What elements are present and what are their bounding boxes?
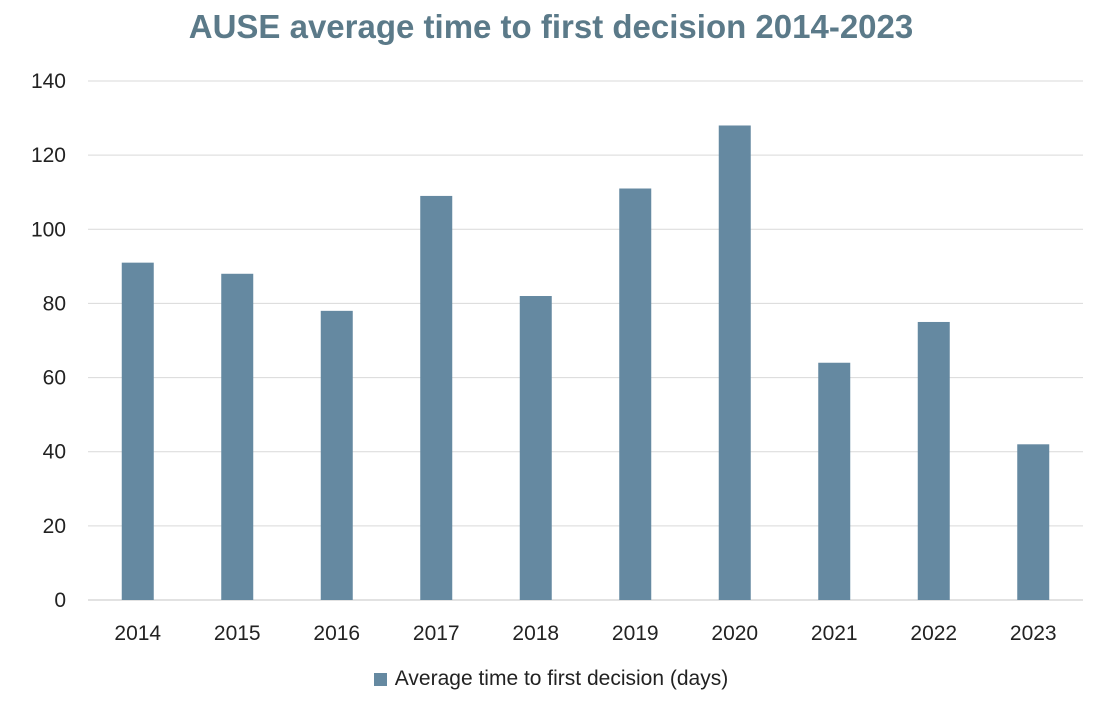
- legend: Average time to first decision (days): [0, 667, 1102, 691]
- x-tick-label: 2016: [313, 622, 360, 645]
- x-tick-label: 2023: [1010, 622, 1057, 645]
- bar-2017: [420, 195, 453, 600]
- y-tick-label: 0: [54, 589, 66, 612]
- x-tick-label: 2017: [413, 622, 460, 645]
- bar-2015: [221, 273, 254, 600]
- y-tick-label: 80: [43, 292, 66, 315]
- x-tick-label: 2019: [612, 622, 659, 645]
- y-tick-label: 140: [31, 70, 66, 93]
- bar-2021: [818, 362, 851, 600]
- bar-2022: [917, 321, 950, 600]
- gridlines: [88, 80, 1083, 601]
- y-tick-label: 40: [43, 441, 66, 464]
- bar-2023: [1017, 444, 1050, 600]
- bars: [121, 125, 1050, 600]
- x-tick-label: 2015: [214, 622, 261, 645]
- y-axis-ticks: 0 20 40 60 80 100 120 140: [31, 70, 66, 612]
- bar-2014: [121, 262, 154, 600]
- x-axis-ticks: 2014 2015 2016 2017 2018 2019 2020 2021 2022 2023: [114, 622, 1056, 645]
- bar-2019: [619, 188, 652, 600]
- x-tick-label: 2020: [711, 622, 758, 645]
- x-tick-label: 2018: [512, 622, 559, 645]
- y-tick-label: 20: [43, 515, 66, 538]
- y-tick-label: 100: [31, 218, 66, 241]
- x-tick-label: 2021: [811, 622, 858, 645]
- x-tick-label: 2014: [114, 622, 161, 645]
- bar-2018: [519, 296, 552, 600]
- bar-2020: [718, 125, 751, 600]
- x-tick-label: 2022: [910, 622, 957, 645]
- y-tick-label: 60: [43, 367, 66, 390]
- legend-label: Average time to first decision (days): [394, 667, 729, 690]
- bar-2016: [320, 310, 353, 600]
- legend-swatch: [373, 672, 387, 686]
- chart-title: AUSE average time to first decision 2014…: [188, 8, 914, 45]
- y-tick-label: 120: [31, 144, 66, 167]
